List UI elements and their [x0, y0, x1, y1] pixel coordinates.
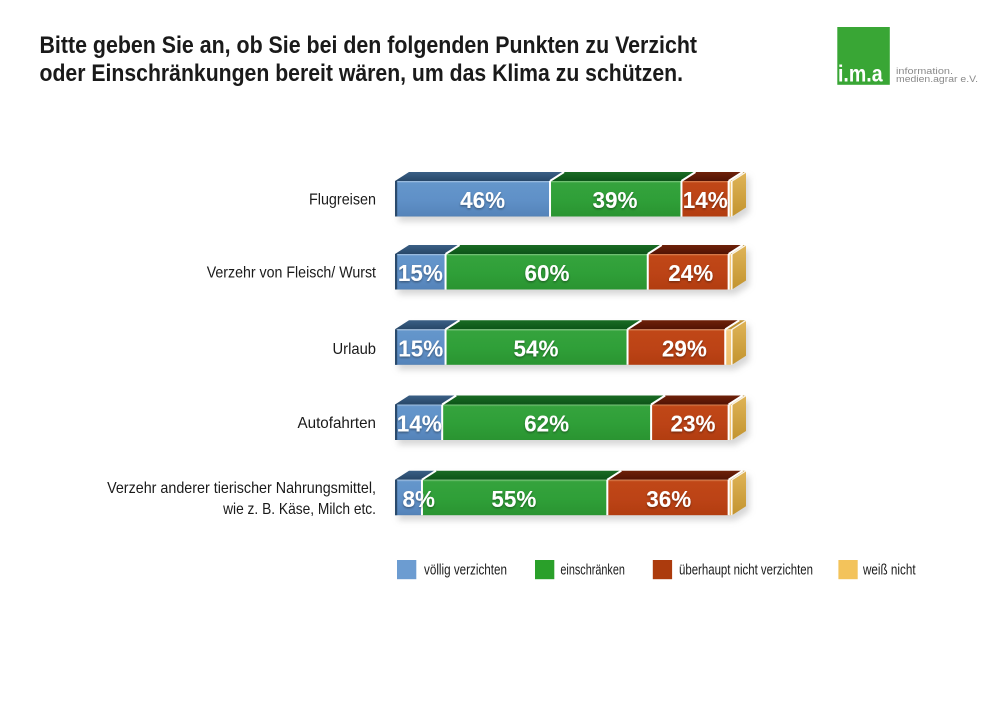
svg-text:23%: 23%	[671, 411, 716, 437]
svg-text:wie z. B. Käse, Milch etc.: wie z. B. Käse, Milch etc.	[222, 501, 376, 518]
svg-text:14%: 14%	[683, 187, 728, 213]
svg-text:15%: 15%	[398, 260, 443, 286]
svg-text:Flugreisen: Flugreisen	[309, 191, 376, 208]
svg-text:55%: 55%	[491, 486, 536, 512]
svg-text:60%: 60%	[525, 260, 570, 286]
svg-text:information.: information.	[896, 66, 953, 76]
svg-text:62%: 62%	[524, 411, 569, 437]
svg-text:Urlaub: Urlaub	[333, 341, 377, 358]
svg-text:völlig verzichten: völlig verzichten	[424, 561, 507, 578]
svg-text:Autofahrten: Autofahrten	[298, 415, 377, 432]
svg-text:weiß nicht: weiß nicht	[862, 561, 916, 578]
svg-text:i.m.a: i.m.a	[838, 60, 883, 86]
svg-text:39%: 39%	[593, 187, 638, 213]
svg-text:Verzehr von Fleisch/ Wurst: Verzehr von Fleisch/ Wurst	[207, 265, 377, 282]
svg-text:oder Einschränkungen bereit wä: oder Einschränkungen bereit wären, um da…	[40, 60, 684, 87]
svg-text:46%: 46%	[460, 187, 505, 213]
svg-text:Bitte geben Sie an, ob Sie bei: Bitte geben Sie an, ob Sie bei den folge…	[40, 32, 698, 59]
svg-text:15%: 15%	[398, 335, 443, 361]
svg-text:8%: 8%	[403, 486, 436, 512]
svg-text:24%: 24%	[668, 260, 713, 286]
svg-text:36%: 36%	[646, 486, 691, 512]
svg-text:medien.agrar e.V.: medien.agrar e.V.	[896, 74, 978, 84]
svg-text:29%: 29%	[662, 335, 707, 361]
svg-text:einschränken: einschränken	[560, 561, 625, 578]
svg-text:54%: 54%	[514, 335, 559, 361]
svg-text:Verzehr anderer tierischer Nah: Verzehr anderer tierischer Nahrungsmitte…	[107, 480, 376, 497]
svg-text:überhaupt nicht verzichten: überhaupt nicht verzichten	[679, 561, 813, 578]
svg-text:14%: 14%	[397, 411, 442, 437]
